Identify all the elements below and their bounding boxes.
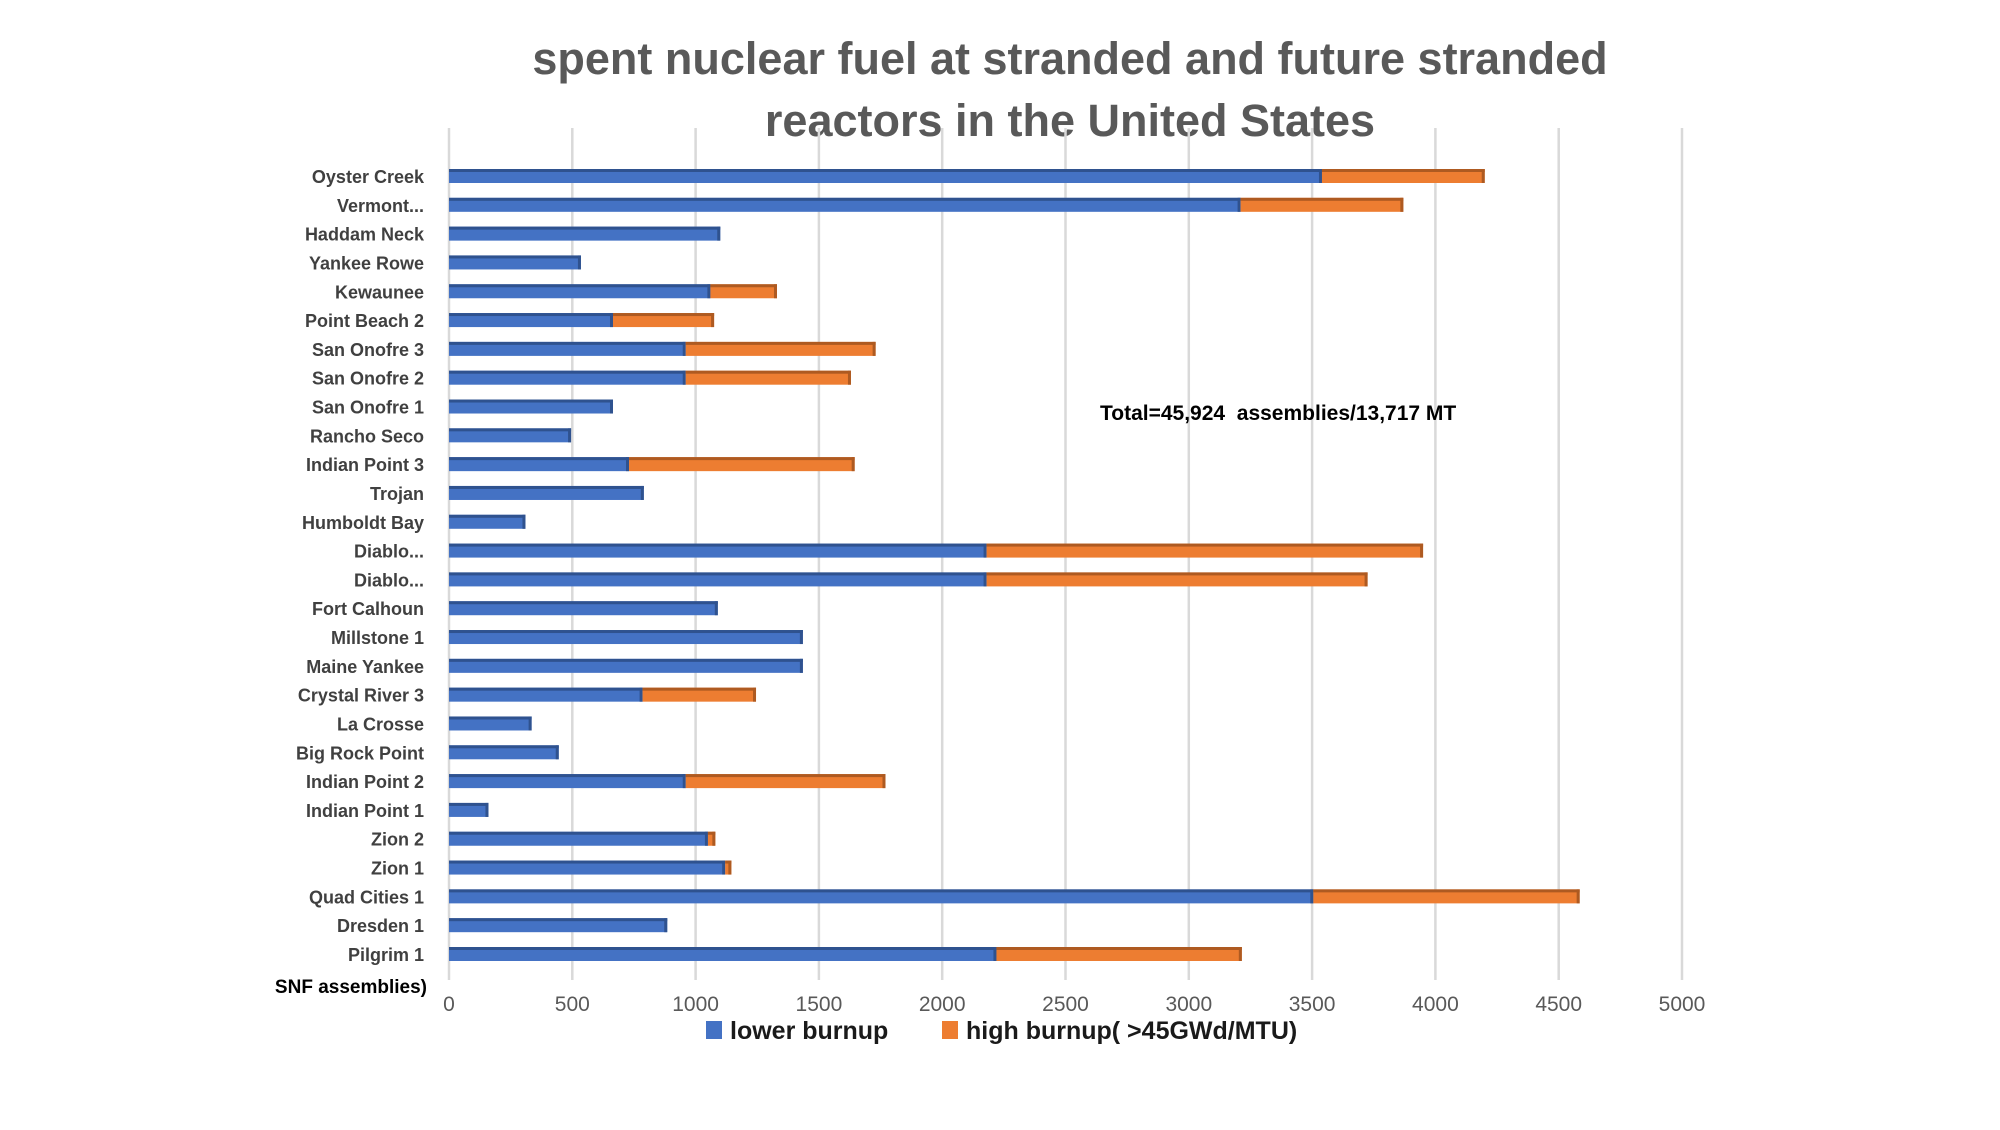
bar-high-burnup xyxy=(986,543,1424,558)
bar-lower-burnup xyxy=(449,947,997,961)
bar-high-burnup xyxy=(996,947,1242,961)
y-axis-label: SNF assemblies) xyxy=(275,977,427,998)
category-label: Zion 2 xyxy=(371,830,424,850)
bar-lower-burnup xyxy=(449,918,668,933)
bar-lower-burnup xyxy=(449,341,686,356)
category-label: Indian Point 2 xyxy=(306,772,424,792)
category-label: Trojan xyxy=(370,484,424,504)
x-tick-label: 3500 xyxy=(1289,993,1336,1016)
x-tick-label: 4000 xyxy=(1412,993,1459,1016)
bar-high-burnup xyxy=(685,341,876,356)
x-tick-label: 1500 xyxy=(796,993,843,1016)
bar-lower-burnup xyxy=(449,687,643,702)
bar-lower-burnup xyxy=(449,169,1322,183)
bar-lower-burnup xyxy=(449,802,489,817)
category-label: Zion 1 xyxy=(371,859,424,879)
legend: lower burnup high burnup( >45GWd/MTU) xyxy=(706,1017,1297,1045)
category-label: La Crosse xyxy=(337,714,424,734)
x-tick-label: 1000 xyxy=(672,993,719,1016)
chart-title-line-1: spent nuclear fuel at stranded and futur… xyxy=(532,33,1607,84)
category-label: Quad Cities 1 xyxy=(309,887,424,907)
bar-lower-burnup xyxy=(449,745,559,760)
category-label: Point Beach 2 xyxy=(305,311,424,331)
legend-swatch-high-burnup xyxy=(942,1021,958,1039)
x-tick-label: 2500 xyxy=(1042,993,1089,1016)
category-label: San Onofre 1 xyxy=(312,398,424,418)
bar-lower-burnup xyxy=(449,774,686,789)
bar-lower-burnup xyxy=(449,831,708,846)
x-tick-label: 500 xyxy=(555,993,590,1016)
category-label: Pilgrim 1 xyxy=(348,945,424,965)
bar-lower-burnup xyxy=(449,399,613,414)
category-label: San Onofre 2 xyxy=(312,369,424,389)
bar-lower-burnup xyxy=(449,197,1241,212)
total-annotation: Total=45,924 assemblies/13,717 MT xyxy=(1100,402,1456,425)
category-label: Fort Calhoun xyxy=(312,599,424,619)
bar-high-burnup xyxy=(1321,169,1485,183)
bar-lower-burnup xyxy=(449,889,1314,904)
category-label: Vermont... xyxy=(337,196,424,216)
x-tick-label: 3000 xyxy=(1165,993,1212,1016)
legend-label-lower-burnup: lower burnup xyxy=(730,1017,888,1045)
category-label: Yankee Rowe xyxy=(309,253,424,273)
bar-lower-burnup xyxy=(449,457,630,472)
legend-swatch-lower-burnup xyxy=(706,1021,722,1039)
bar-lower-burnup xyxy=(449,572,987,587)
bar-lower-burnup xyxy=(449,485,644,500)
category-label: Millstone 1 xyxy=(331,628,424,648)
category-label: Oyster Creek xyxy=(312,167,425,187)
bar-high-burnup xyxy=(710,284,777,299)
category-label: Haddam Neck xyxy=(305,225,425,245)
category-label: Maine Yankee xyxy=(306,657,424,677)
bar-high-burnup xyxy=(642,687,757,702)
bar-lower-burnup xyxy=(449,255,581,270)
category-label: Indian Point 1 xyxy=(306,801,424,821)
category-label: Dresden 1 xyxy=(337,916,424,936)
bar-lower-burnup xyxy=(449,630,803,645)
category-label: Rancho Seco xyxy=(310,426,424,446)
category-label: Indian Point 3 xyxy=(306,455,424,475)
bar-lower-burnup xyxy=(449,284,711,299)
bar-lower-burnup xyxy=(449,658,803,673)
chart-title-line-2: reactors in the United States xyxy=(765,95,1375,146)
bar-high-burnup xyxy=(725,860,732,875)
bar-high-burnup xyxy=(612,313,715,328)
x-tick-label: 2000 xyxy=(919,993,966,1016)
legend-label-high-burnup: high burnup( >45GWd/MTU) xyxy=(966,1017,1297,1045)
bar-lower-burnup xyxy=(449,514,526,529)
x-tick-label: 5000 xyxy=(1659,993,1706,1016)
bar-high-burnup xyxy=(685,774,886,789)
category-label: Diablo... xyxy=(354,570,424,590)
x-tick-label: 0 xyxy=(443,993,455,1016)
bar-lower-burnup xyxy=(449,860,726,875)
x-tick-label: 4500 xyxy=(1535,993,1582,1016)
bar-lower-burnup xyxy=(449,428,572,443)
bar-lower-burnup xyxy=(449,370,686,385)
bar-lower-burnup xyxy=(449,226,721,241)
category-label: Humboldt Bay xyxy=(302,513,424,533)
bar-lower-burnup xyxy=(449,716,532,731)
bar-high-burnup xyxy=(707,831,716,846)
bar-lower-burnup xyxy=(449,543,987,558)
bar-high-burnup xyxy=(1313,889,1580,904)
bar-lower-burnup xyxy=(449,601,718,616)
bar-high-burnup xyxy=(986,572,1368,587)
bar-high-burnup xyxy=(629,457,855,472)
bar-high-burnup xyxy=(1240,197,1404,212)
bar-lower-burnup xyxy=(449,313,613,328)
category-label: Big Rock Point xyxy=(296,743,424,763)
category-label: Diablo... xyxy=(354,542,424,562)
bar-high-burnup xyxy=(685,370,851,385)
category-label: San Onofre 3 xyxy=(312,340,424,360)
category-label: Crystal River 3 xyxy=(298,686,424,706)
category-label: Kewaunee xyxy=(335,282,424,302)
